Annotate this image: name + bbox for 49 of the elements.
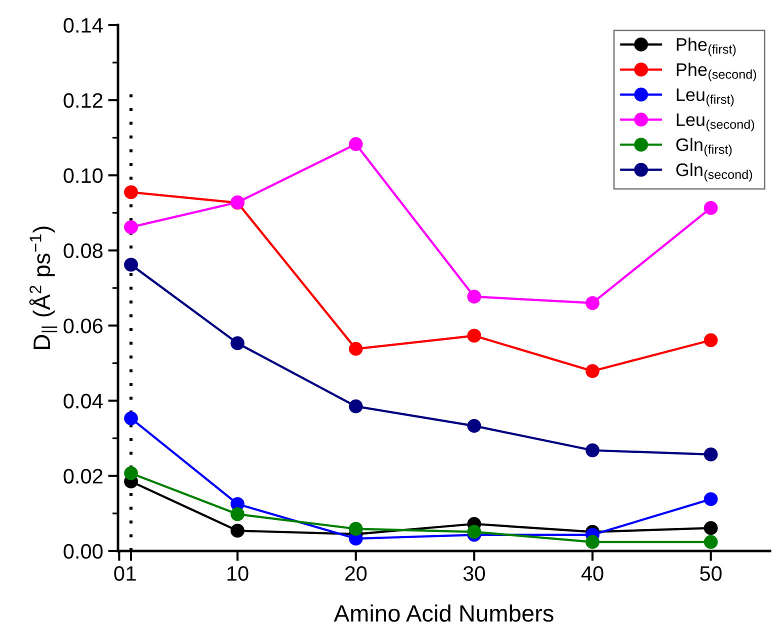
point — [124, 258, 138, 272]
y-tick-label: 0.08 — [64, 243, 103, 258]
x-tick-label: 30 — [463, 566, 485, 581]
x-tick-label: 0 — [114, 566, 124, 581]
y-axis-title: D$_{||}$ (Å$^{2}$ ps$^{−1}$) — [29, 226, 58, 349]
x-tick-label: 10 — [228, 566, 248, 581]
point — [586, 443, 600, 458]
point — [704, 333, 718, 348]
point — [704, 201, 718, 215]
y-tick-label: 0.12 — [64, 93, 102, 108]
x-tick-label: 40 — [581, 566, 604, 581]
legend-label: Phe$_{(second)}$ — [676, 62, 756, 82]
legend-label: Gln$_{(second)}$ — [676, 162, 752, 182]
y-tick-label: 0.04 — [64, 394, 103, 408]
point — [467, 524, 482, 539]
point — [704, 535, 718, 549]
point — [230, 336, 244, 350]
point — [467, 328, 482, 343]
point — [348, 522, 363, 536]
legend-label: Gln$_{(first)}$ — [676, 138, 732, 156]
point — [348, 342, 363, 356]
point — [230, 507, 244, 522]
x-tick-label: 1 — [126, 566, 136, 581]
point — [124, 220, 138, 234]
point — [467, 290, 482, 304]
y-tick-label: 0.14 — [64, 18, 103, 33]
point — [467, 418, 482, 433]
point — [586, 364, 600, 378]
y-tick-label: 0.00 — [64, 544, 103, 559]
y-tick-label: 0.10 — [64, 168, 103, 184]
point — [124, 185, 138, 200]
legend-label: Leu$_{(first)}$ — [676, 88, 734, 106]
point — [586, 296, 600, 310]
x-tick-label: 50 — [700, 566, 722, 581]
point — [124, 466, 138, 480]
legend-label: Leu$_{(second)}$ — [676, 113, 754, 132]
x-axis-title: Amino Acid Numbers — [334, 604, 554, 622]
point — [348, 399, 363, 414]
point — [704, 492, 718, 506]
y-tick-label: 0.02 — [64, 468, 102, 484]
y-tick-label: 0.06 — [64, 318, 103, 334]
legend-label: Phe$_{(first)}$ — [676, 38, 736, 56]
point — [230, 524, 244, 538]
point — [348, 137, 363, 152]
point — [586, 535, 600, 549]
point — [124, 411, 138, 426]
point — [704, 447, 718, 462]
point — [704, 521, 718, 536]
x-tick-label: 20 — [345, 566, 367, 581]
